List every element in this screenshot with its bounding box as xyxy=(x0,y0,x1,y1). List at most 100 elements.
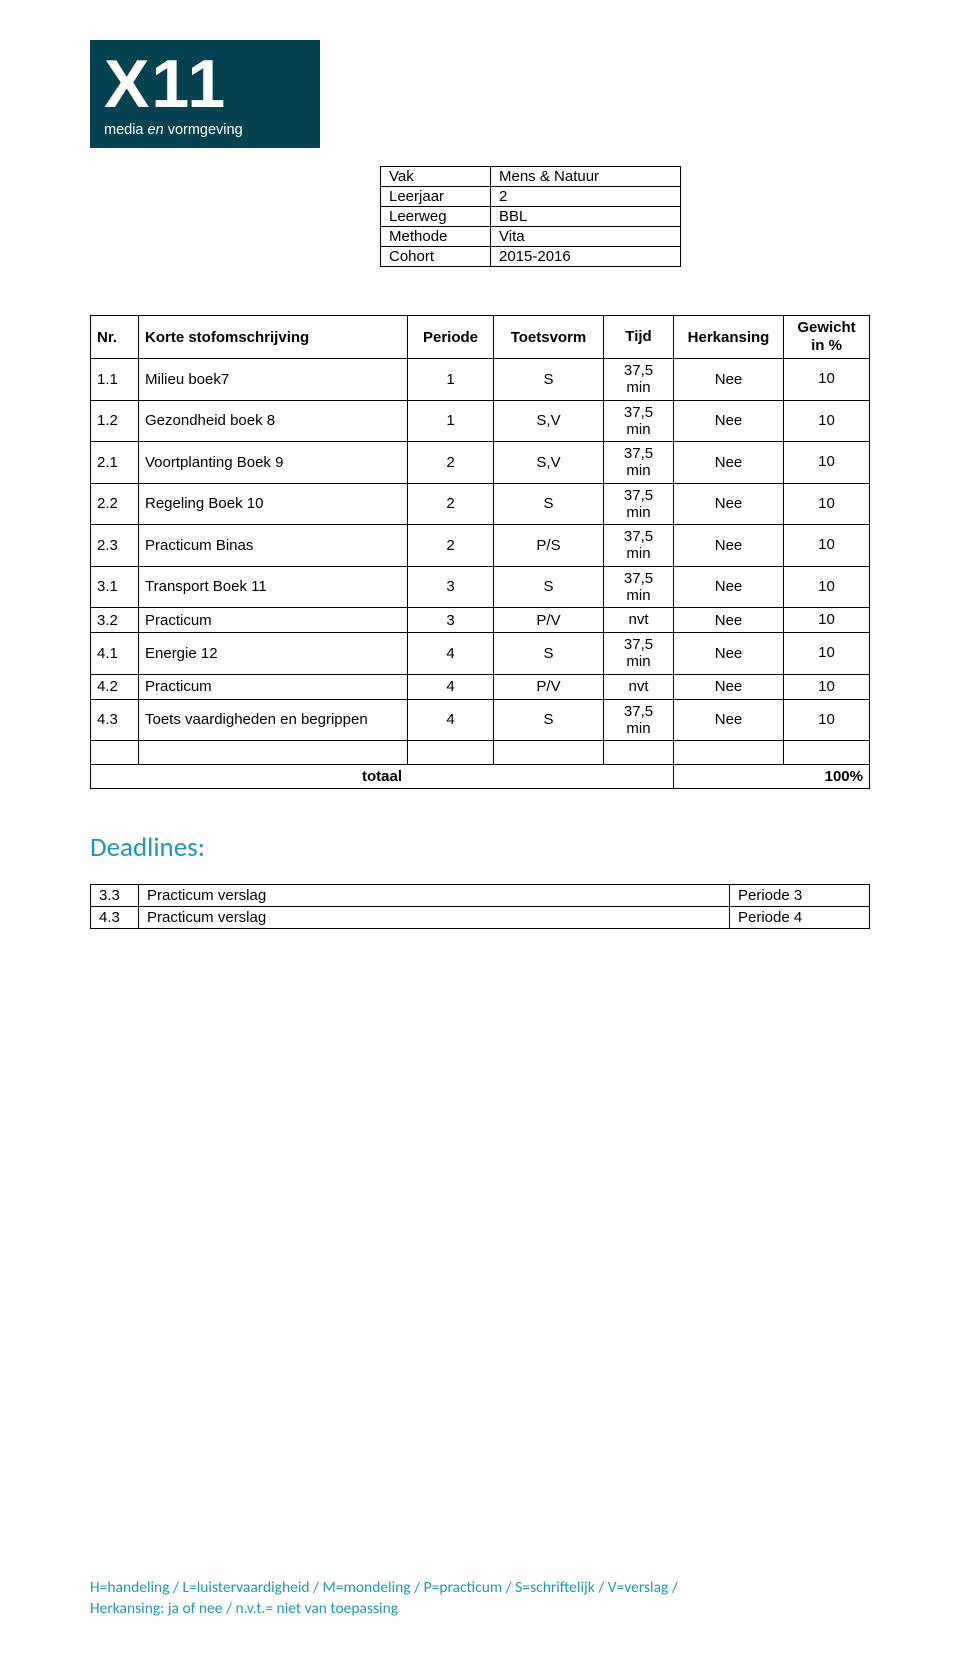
cell-gewicht: 10 xyxy=(784,525,870,567)
meta-label: Leerjaar xyxy=(381,187,491,207)
table-row: 2.1Voortplanting Boek 92S,V37,5minNee10 xyxy=(91,442,870,484)
meta-value: Mens & Natuur xyxy=(491,167,681,187)
deadline-nr: 3.3 xyxy=(91,885,139,907)
cell-periode: 4 xyxy=(408,633,494,675)
cell-toetsvorm: P/S xyxy=(494,525,604,567)
meta-row: Leerjaar2 xyxy=(381,187,681,207)
table-row: 2.3Practicum Binas2P/S37,5minNee10 xyxy=(91,525,870,567)
col-herk: Herkansing xyxy=(674,316,784,359)
table-row: 4.1Energie 124S37,5minNee10 xyxy=(91,633,870,675)
table-row: 2.2Regeling Boek 102S37,5minNee10 xyxy=(91,483,870,525)
cell-desc: Practicum xyxy=(139,608,408,633)
cell-gewicht: 10 xyxy=(784,608,870,633)
cell-tijd: 37,5min xyxy=(604,566,674,608)
deadline-period: Periode 3 xyxy=(730,885,870,907)
cell-nr: 2.2 xyxy=(91,483,139,525)
empty-cell xyxy=(674,741,784,765)
cell-desc: Transport Boek 11 xyxy=(139,566,408,608)
empty-cell xyxy=(139,741,408,765)
cell-herk: Nee xyxy=(674,442,784,484)
deadline-desc: Practicum verslag xyxy=(139,907,730,929)
meta-row: LeerwegBBL xyxy=(381,207,681,227)
deadlines-table: 3.3Practicum verslagPeriode 34.3Practicu… xyxy=(90,884,870,929)
cell-gewicht: 10 xyxy=(784,699,870,741)
gew-l2: in % xyxy=(811,337,842,354)
cell-desc: Milieu boek7 xyxy=(139,359,408,401)
meta-table: VakMens & NatuurLeerjaar2LeerwegBBLMetho… xyxy=(380,166,681,267)
meta-label: Cohort xyxy=(381,247,491,267)
cell-herk: Nee xyxy=(674,608,784,633)
cell-herk: Nee xyxy=(674,400,784,442)
cell-periode: 2 xyxy=(408,525,494,567)
meta-row: Cohort2015-2016 xyxy=(381,247,681,267)
total-row: totaal100% xyxy=(91,765,870,789)
cell-periode: 3 xyxy=(408,608,494,633)
cell-periode: 3 xyxy=(408,566,494,608)
cell-herk: Nee xyxy=(674,566,784,608)
logo-sub-prefix: media xyxy=(104,122,148,138)
table-row: 4.2Practicum4P/VnvtNee10 xyxy=(91,674,870,699)
cell-gewicht: 10 xyxy=(784,442,870,484)
cell-desc: Practicum Binas xyxy=(139,525,408,567)
main-table: Nr. Korte stofomschrijving Periode Toets… xyxy=(90,315,870,789)
cell-periode: 2 xyxy=(408,483,494,525)
cell-nr: 2.1 xyxy=(91,442,139,484)
meta-label: Leerweg xyxy=(381,207,491,227)
table-row: 1.2Gezondheid boek 81S,V37,5minNee10 xyxy=(91,400,870,442)
cell-gewicht: 10 xyxy=(784,633,870,675)
cell-toetsvorm: S,V xyxy=(494,400,604,442)
cell-nr: 4.3 xyxy=(91,699,139,741)
meta-value: 2 xyxy=(491,187,681,207)
cell-tijd: 37,5min xyxy=(604,442,674,484)
cell-nr: 2.3 xyxy=(91,525,139,567)
meta-value: Vita xyxy=(491,227,681,247)
cell-tijd: 37,5min xyxy=(604,633,674,675)
cell-nr: 4.1 xyxy=(91,633,139,675)
table-header-row: Nr. Korte stofomschrijving Periode Toets… xyxy=(91,316,870,359)
meta-label: Methode xyxy=(381,227,491,247)
cell-herk: Nee xyxy=(674,359,784,401)
cell-gewicht: 10 xyxy=(784,566,870,608)
deadline-period: Periode 4 xyxy=(730,907,870,929)
cell-desc: Practicum xyxy=(139,674,408,699)
logo-text: X11 xyxy=(104,50,306,118)
empty-cell xyxy=(784,741,870,765)
cell-tijd: 37,5min xyxy=(604,359,674,401)
cell-herk: Nee xyxy=(674,633,784,675)
total-value: 100% xyxy=(674,765,870,789)
col-nr: Nr. xyxy=(91,316,139,359)
cell-tijd: nvt xyxy=(604,608,674,633)
cell-desc: Energie 12 xyxy=(139,633,408,675)
empty-row xyxy=(91,741,870,765)
cell-tijd: nvt xyxy=(604,674,674,699)
total-label: totaal xyxy=(91,765,674,789)
deadline-row: 4.3Practicum verslagPeriode 4 xyxy=(91,907,870,929)
table-row: 4.3Toets vaardigheden en begrippen4S37,5… xyxy=(91,699,870,741)
table-row: 3.1Transport Boek 113S37,5minNee10 xyxy=(91,566,870,608)
cell-herk: Nee xyxy=(674,483,784,525)
logo-subtitle: media en vormgeving xyxy=(104,122,306,138)
cell-gewicht: 10 xyxy=(784,674,870,699)
cell-periode: 4 xyxy=(408,699,494,741)
cell-nr: 3.1 xyxy=(91,566,139,608)
meta-value: 2015-2016 xyxy=(491,247,681,267)
cell-nr: 1.1 xyxy=(91,359,139,401)
cell-herk: Nee xyxy=(674,699,784,741)
col-gewicht: Gewicht in % xyxy=(784,316,870,359)
empty-cell xyxy=(604,741,674,765)
cell-tijd: 37,5min xyxy=(604,483,674,525)
deadline-desc: Practicum verslag xyxy=(139,885,730,907)
cell-toetsvorm: S xyxy=(494,633,604,675)
footer-line2: Herkansing: ja of nee / n.v.t.= niet van… xyxy=(90,1599,870,1620)
logo: X11 media en vormgeving xyxy=(90,40,320,148)
cell-toetsvorm: S xyxy=(494,699,604,741)
cell-tijd: 37,5min xyxy=(604,699,674,741)
cell-periode: 1 xyxy=(408,400,494,442)
footer-legend: H=handeling / L=luistervaardigheid / M=m… xyxy=(90,1578,870,1620)
cell-nr: 1.2 xyxy=(91,400,139,442)
cell-herk: Nee xyxy=(674,674,784,699)
col-tijd: Tijd xyxy=(604,316,674,359)
table-row: 1.1Milieu boek71S37,5minNee10 xyxy=(91,359,870,401)
cell-tijd: 37,5min xyxy=(604,525,674,567)
col-periode: Periode xyxy=(408,316,494,359)
